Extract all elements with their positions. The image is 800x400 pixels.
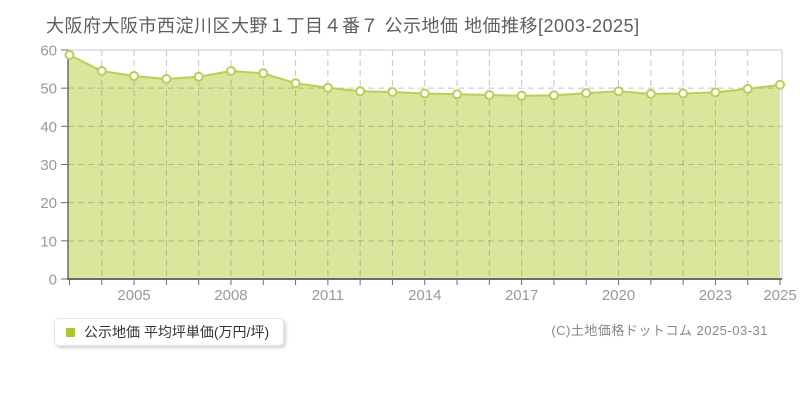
data-point-2018 — [548, 90, 559, 101]
data-point-2019 — [581, 88, 592, 99]
data-point-2003 — [64, 49, 75, 60]
legend-label: 公示地価 平均坪単価(万円/坪) — [84, 324, 270, 340]
data-point-2023 — [710, 87, 721, 98]
y-axis-label-40: 40 — [40, 119, 57, 136]
data-point-2017 — [516, 90, 527, 101]
area-fill — [68, 54, 780, 279]
data-point-2011 — [322, 82, 333, 93]
x-axis-label-2025: 2025 — [763, 287, 796, 304]
data-point-2008 — [225, 65, 236, 76]
copyright-text: (C)土地価格ドットコム 2025-03-31 — [551, 323, 768, 338]
x-axis-label-2023: 2023 — [699, 287, 732, 304]
legend: 公示地価 平均坪単価(万円/坪) — [54, 318, 285, 346]
x-axis-label-2008: 2008 — [214, 287, 247, 304]
data-point-2015 — [452, 89, 463, 100]
data-point-2022 — [678, 88, 689, 99]
data-point-2020 — [613, 86, 624, 97]
data-point-2007 — [193, 71, 204, 82]
legend-marker-square — [66, 327, 75, 337]
data-point-2009 — [258, 68, 269, 79]
data-point-2012 — [355, 86, 366, 97]
y-axis-label-30: 30 — [40, 157, 57, 174]
y-axis-label-50: 50 — [40, 81, 57, 98]
x-axis-label-2005: 2005 — [117, 287, 150, 304]
data-point-2005 — [129, 70, 140, 81]
data-point-2014 — [419, 88, 430, 99]
data-point-2016 — [484, 90, 495, 101]
x-axis-label-2011: 2011 — [312, 287, 344, 304]
y-axis-label-20: 20 — [40, 195, 57, 212]
data-point-2024 — [742, 83, 753, 94]
x-axis-label-2017: 2017 — [505, 287, 538, 304]
data-point-2025 — [775, 79, 785, 90]
x-axis-label-2020: 2020 — [602, 287, 635, 304]
data-point-2006 — [161, 74, 172, 85]
y-axis-label-10: 10 — [40, 233, 57, 250]
data-point-2013 — [387, 86, 398, 97]
x-axis-label-2014: 2014 — [408, 287, 441, 304]
data-point-2004 — [96, 65, 107, 76]
y-axis-label-0: 0 — [49, 272, 57, 289]
data-point-2010 — [290, 78, 301, 89]
data-point-2021 — [645, 88, 656, 99]
y-axis-label-60: 60 — [40, 43, 57, 60]
page-title: 大阪府大阪市西淀川区大野１丁目４番７ 公示地価 地価推移[2003-2025] — [46, 16, 640, 36]
